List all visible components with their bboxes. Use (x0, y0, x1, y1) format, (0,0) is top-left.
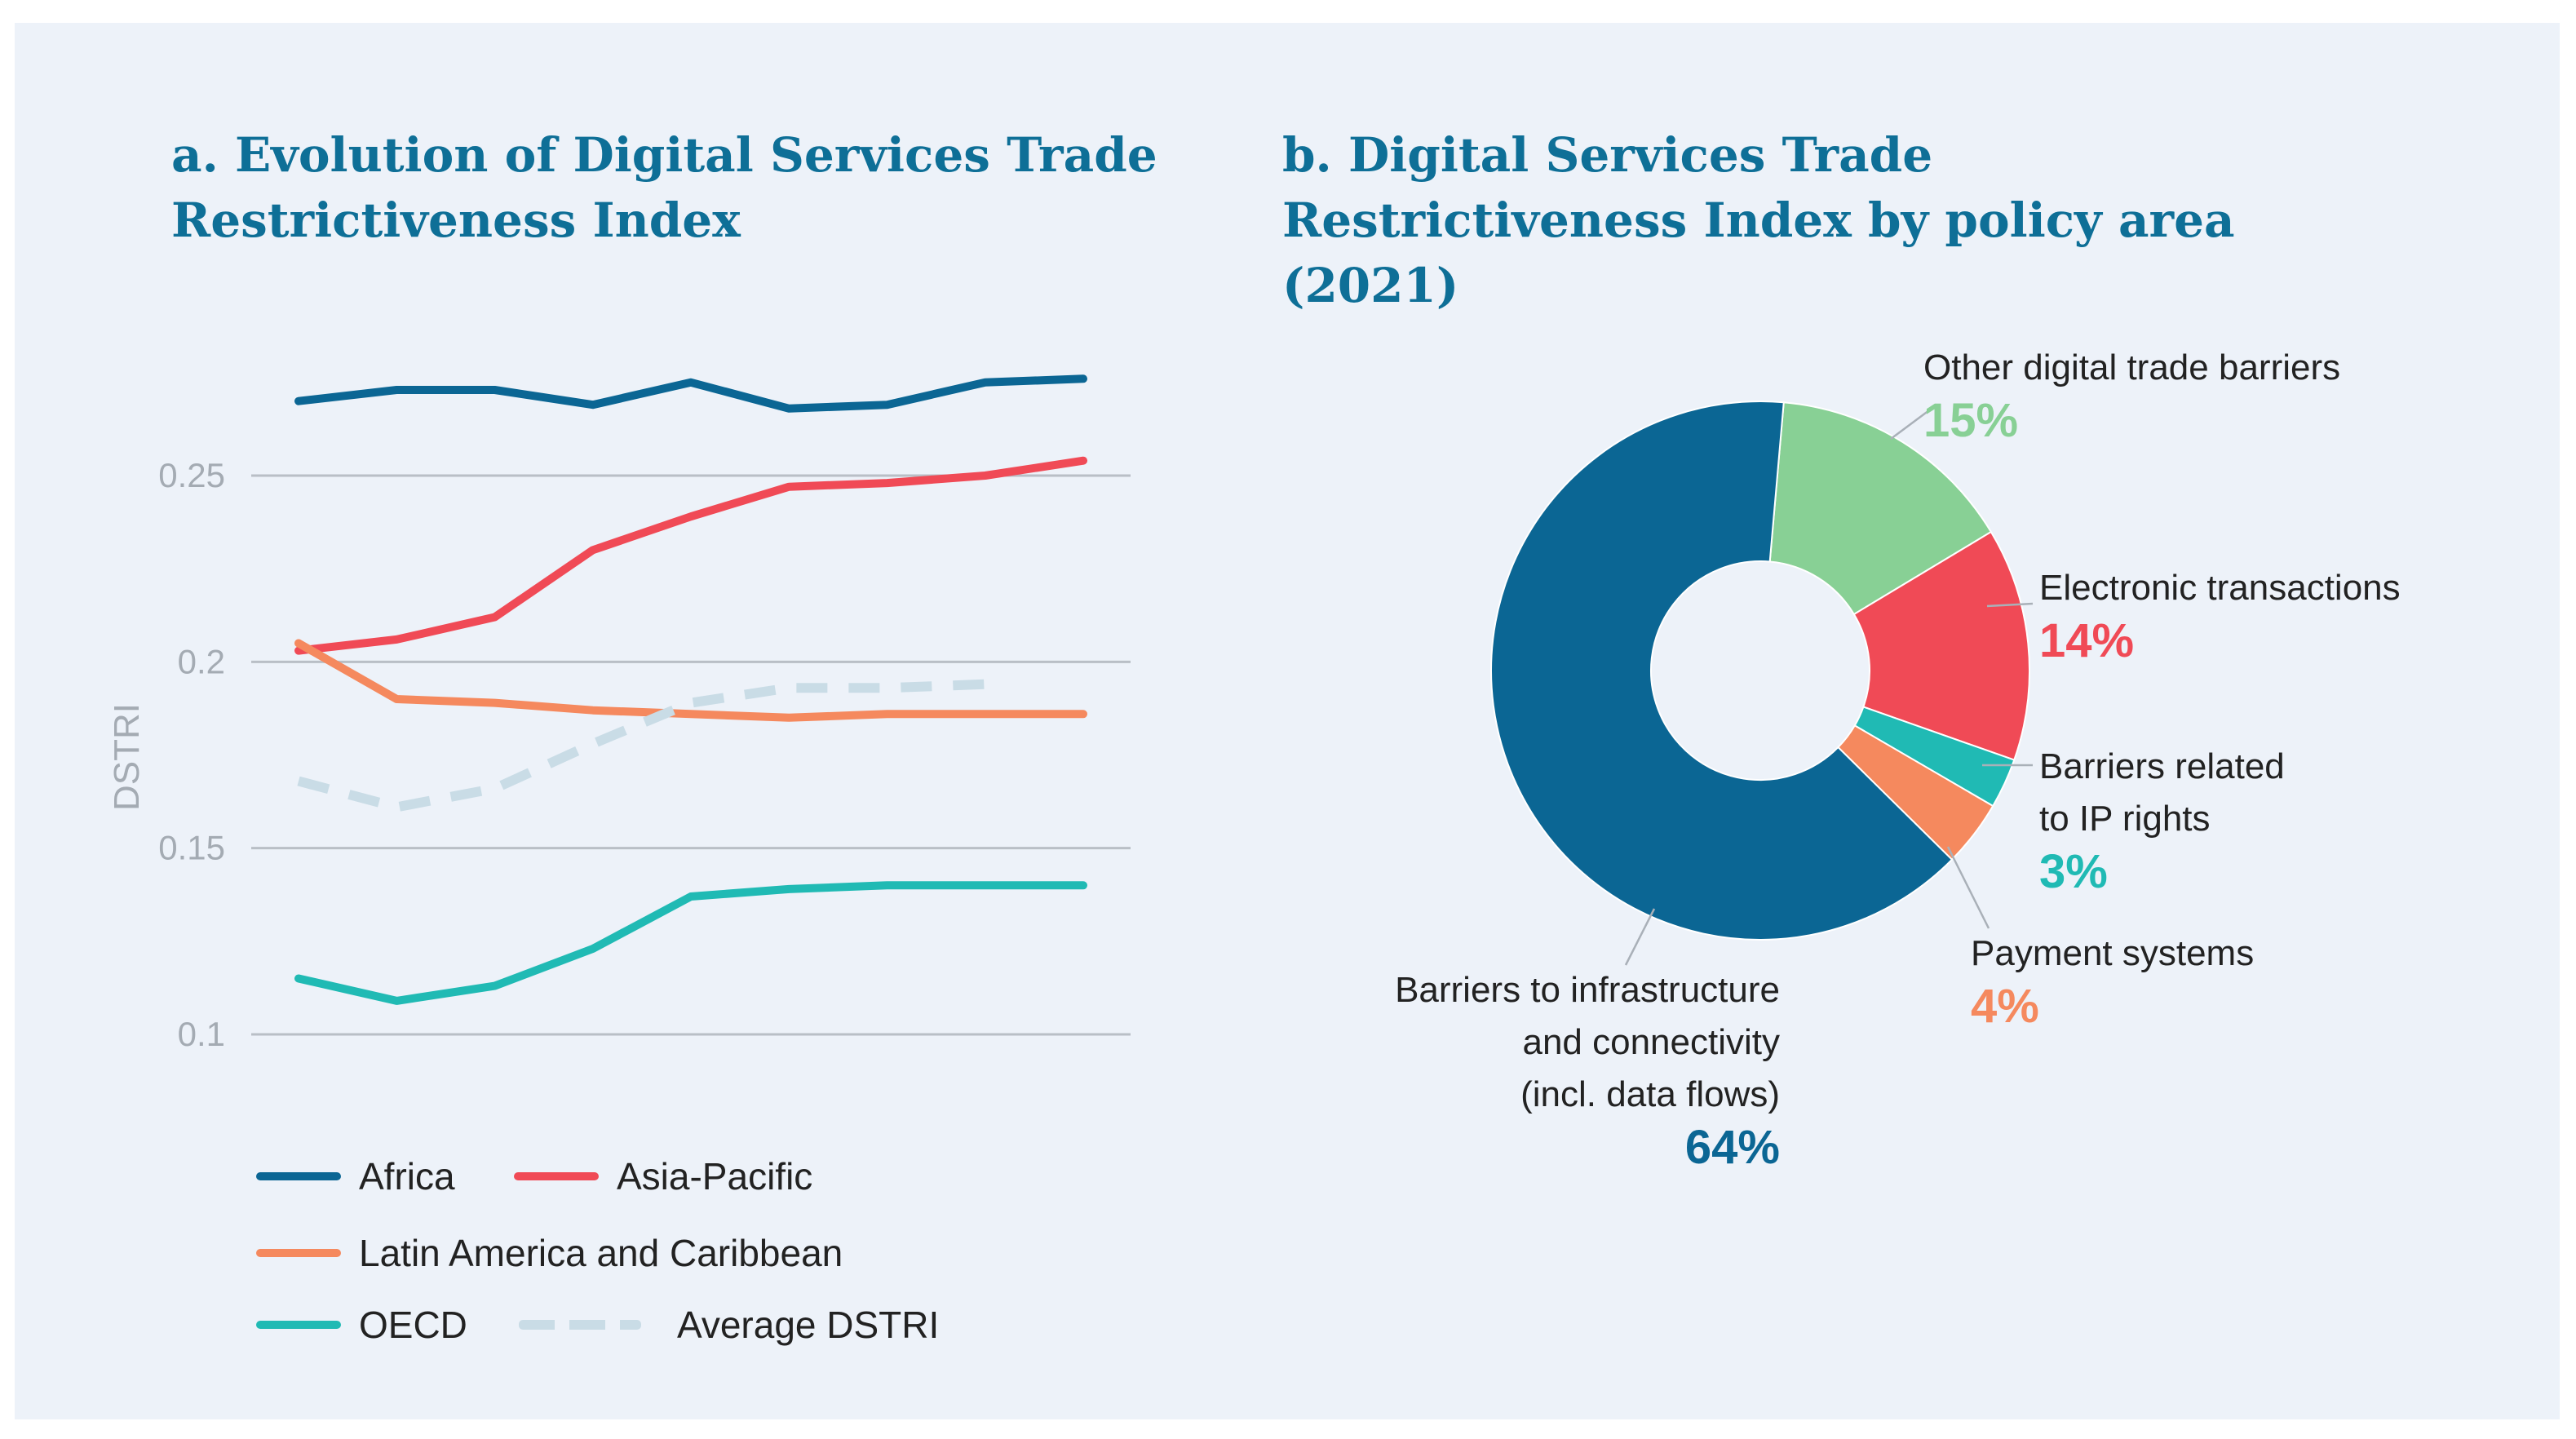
legend-label-average-dstri: Average DSTRI (677, 1304, 940, 1346)
series-line-oecd (294, 881, 1087, 1005)
line-chart-title: a. Evolution of Digital Services Trade R… (171, 127, 1157, 248)
y-tick-label: 0.25 (158, 456, 225, 494)
slice-value-electronic: 14% (2039, 614, 2134, 667)
slice-label-other: Other digital trade barriers (1923, 348, 2340, 387)
legend-swatch-asia-pacific (514, 1172, 599, 1180)
legend-item-asia-pacific: Asia-Pacific (514, 1152, 812, 1201)
figure-panel: a. Evolution of Digital Services Trade R… (15, 23, 2560, 1419)
legend-item-oecd: OECD (256, 1300, 467, 1349)
slice-label-payment: Payment systems (1971, 933, 2254, 973)
donut-chart: Other digital trade barriers 15% Electroni… (1395, 348, 2401, 1174)
donut-chart-title: b. Digital Services Trade Restrictivenes… (1282, 127, 2235, 313)
donut-slice-electronic (1852, 530, 2030, 761)
legend-swatch-oecd (256, 1321, 341, 1329)
legend-item-latin-america: Latin America and Caribbean (256, 1229, 843, 1277)
legend-label-africa: Africa (359, 1155, 455, 1198)
legend-swatch-average-dstri (519, 1320, 641, 1330)
line-chart: 0.1 0.15 0.2 0.25 DSTRI (107, 374, 1131, 1053)
slice-label-electronic: Electronic transactions (2039, 568, 2401, 608)
legend-swatch-latin-america (256, 1249, 341, 1257)
slice-label-infrastructure: Barriers to infrastructure (1395, 970, 1780, 1010)
slice-label-infrastructure: (incl. data flows) (1520, 1074, 1780, 1114)
slice-label-ip: to IP rights (2039, 799, 2211, 839)
slice-value-other: 15% (1923, 394, 2018, 447)
legend-label-latin-america: Latin America and Caribbean (359, 1232, 843, 1274)
slice-label-infrastructure: and connectivity (1522, 1022, 1780, 1062)
leader-line-payment (1946, 846, 1990, 929)
leader-line-other (1890, 409, 1930, 441)
slice-value-payment: 4% (1971, 980, 2039, 1033)
donut-slice-infrastructure (1490, 401, 1954, 941)
series-line-average-dstri (297, 679, 986, 812)
series-line-africa (294, 374, 1087, 413)
y-tick-label: 0.2 (178, 642, 225, 680)
y-axis-label: DSTRI (107, 703, 147, 811)
leader-line-electronic (1986, 602, 2034, 608)
legend-item-africa: Africa (256, 1152, 455, 1201)
slice-label-ip: Barriers related (2039, 746, 2285, 786)
legend-label-oecd: OECD (359, 1304, 467, 1346)
slice-value-ip: 3% (2039, 845, 2108, 898)
donut-slice-other (1768, 401, 1993, 616)
y-tick-label: 0.15 (158, 829, 225, 867)
legend-item-average-dstri: Average DSTRI (519, 1300, 939, 1349)
legend-swatch-africa (256, 1172, 341, 1180)
slice-value-infrastructure: 64% (1685, 1121, 1780, 1174)
y-tick-label: 0.1 (178, 1015, 225, 1053)
legend-label-asia-pacific: Asia-Pacific (617, 1155, 813, 1198)
series-line-asia-pacific (294, 456, 1087, 655)
leader-line-infrastructure (1624, 908, 1656, 966)
series-line-latin-america-and-caribbean (294, 639, 1087, 722)
